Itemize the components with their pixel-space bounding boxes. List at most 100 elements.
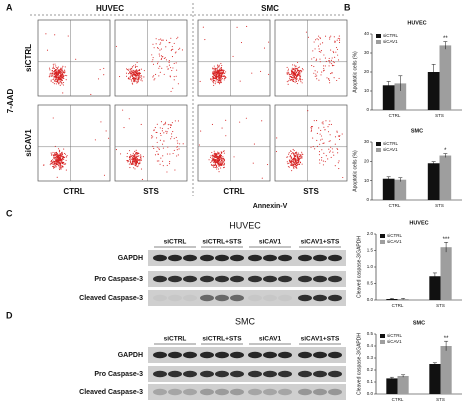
event-dot xyxy=(131,66,134,68)
event-dot xyxy=(300,81,302,83)
lane-label: siCAV1+STS xyxy=(301,336,340,343)
event-dot xyxy=(338,160,340,162)
event-dot xyxy=(52,71,54,73)
event-dot xyxy=(342,176,344,179)
blot-band xyxy=(263,275,277,283)
event-dot xyxy=(215,79,217,81)
event-dot xyxy=(154,78,156,80)
event-dot xyxy=(331,72,333,74)
event-dot xyxy=(59,169,61,171)
event-dot xyxy=(214,68,217,70)
event-dot xyxy=(129,158,131,161)
event-dot xyxy=(58,70,60,72)
event-dot xyxy=(152,63,155,65)
event-dot xyxy=(315,59,317,62)
event-dot xyxy=(125,75,128,77)
event-dot xyxy=(330,146,332,148)
event-dot xyxy=(56,153,58,155)
event-dot xyxy=(46,49,49,51)
event-dot xyxy=(202,26,204,28)
event-dot xyxy=(133,80,135,82)
event-dot xyxy=(294,160,297,163)
event-dot xyxy=(330,49,332,51)
event-dot xyxy=(51,70,53,72)
blot-band xyxy=(298,351,312,359)
event-dot xyxy=(53,163,55,165)
event-dot xyxy=(319,58,321,60)
event-dot xyxy=(294,75,296,77)
event-dot xyxy=(50,154,53,156)
event-dot xyxy=(62,158,64,160)
event-dot xyxy=(212,79,215,81)
event-dot xyxy=(59,79,61,81)
event-dot xyxy=(56,158,58,160)
legend-label: siCTRL xyxy=(387,333,402,338)
event-dot xyxy=(225,71,227,73)
event-dot xyxy=(224,76,226,78)
event-dot xyxy=(136,65,138,68)
event-dot xyxy=(173,149,175,151)
chart-title: HUVEC xyxy=(407,20,426,26)
event-dot xyxy=(313,120,315,122)
event-dot xyxy=(64,70,66,72)
event-dot xyxy=(296,70,298,72)
event-dot xyxy=(212,156,214,158)
event-dot xyxy=(337,135,339,137)
event-dot xyxy=(296,159,298,161)
y-tick-label: 1.5 xyxy=(367,248,374,253)
event-dot xyxy=(63,158,65,161)
event-dot xyxy=(294,153,296,155)
event-dot xyxy=(53,77,55,79)
event-dot xyxy=(55,77,57,79)
event-dot xyxy=(133,65,135,67)
event-dot xyxy=(50,160,53,162)
legend-swatch xyxy=(380,240,385,244)
event-dot xyxy=(163,140,165,142)
event-dot xyxy=(216,162,218,164)
event-dot xyxy=(171,48,173,51)
event-dot xyxy=(49,76,51,78)
event-dot xyxy=(168,61,170,63)
event-dot xyxy=(217,156,219,159)
event-dot xyxy=(301,68,303,70)
event-dot xyxy=(218,165,221,167)
event-dot xyxy=(54,152,56,154)
condition-label: STS xyxy=(303,187,319,196)
event-dot xyxy=(216,81,218,83)
event-dot xyxy=(170,37,172,39)
event-dot xyxy=(140,74,142,77)
event-dot xyxy=(130,155,132,157)
y-tick-label: 2.0 xyxy=(367,231,374,236)
event-dot xyxy=(318,48,320,50)
event-dot xyxy=(333,154,335,156)
event-dot xyxy=(329,60,331,62)
event-dot xyxy=(134,158,136,160)
event-dot xyxy=(328,57,330,59)
legend-swatch xyxy=(376,34,381,38)
event-dot xyxy=(131,74,133,76)
event-dot xyxy=(332,61,334,63)
event-dot xyxy=(62,77,64,79)
event-dot xyxy=(136,155,138,157)
x-tick-label: STS xyxy=(435,203,444,208)
event-dot xyxy=(166,132,168,134)
event-dot xyxy=(134,66,136,69)
event-dot xyxy=(331,63,333,65)
event-dot xyxy=(161,130,163,132)
event-dot xyxy=(127,160,129,162)
event-dot xyxy=(215,81,217,83)
event-dot xyxy=(220,155,222,157)
event-dot xyxy=(293,150,295,152)
event-dot xyxy=(305,31,307,33)
event-dot xyxy=(57,148,60,150)
event-dot xyxy=(176,155,178,157)
y-axis-label: Cleaved caspase-3/GAPDH xyxy=(356,236,362,298)
event-dot xyxy=(153,79,155,81)
event-dot xyxy=(217,168,220,170)
event-dot xyxy=(156,131,158,134)
event-dot xyxy=(135,165,137,167)
event-dot xyxy=(221,127,223,129)
event-dot xyxy=(56,73,58,75)
condition-label: STS xyxy=(143,187,159,196)
event-dot xyxy=(211,151,213,154)
